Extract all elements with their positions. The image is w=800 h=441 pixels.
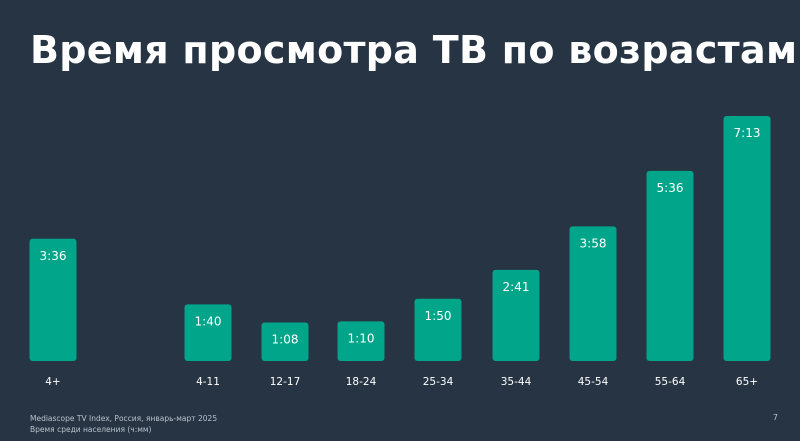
bar-chart: 3:36 4+ 1:40 4-11 1:08 12-17 1:10 18-24 1:50 25-3…: [29, 116, 771, 388]
bar-65+: [723, 116, 771, 361]
value-label: 1:10: [348, 331, 375, 345]
category-label: 45-54: [578, 376, 609, 388]
value-label: 5:36: [657, 181, 684, 195]
bar-55-64: [646, 170, 694, 361]
value-label: 2:41: [503, 280, 530, 294]
bar-4-11: [184, 304, 232, 361]
source-note: Mediascope TV Index, Россия, январь-март…: [30, 414, 218, 423]
value-label: 7:13: [734, 126, 761, 140]
bar-25-34: [414, 298, 462, 361]
category-label: 4-11: [196, 376, 220, 388]
page-title: Время просмотра ТВ по возрастам: [30, 28, 798, 72]
value-label: 3:58: [580, 236, 607, 250]
category-label: 65+: [736, 376, 758, 388]
category-label: 35-44: [501, 376, 532, 388]
bar-45-54: [569, 226, 617, 361]
bar-12-17: [261, 322, 309, 361]
category-label: 4+: [45, 376, 60, 388]
unit-note: Время среди населения (ч:мм): [30, 425, 152, 434]
bar-18-24: [337, 321, 385, 361]
category-label: 12-17: [270, 376, 301, 388]
bar-4+: [29, 238, 77, 361]
bar-35-44: [492, 269, 540, 361]
footer: Mediascope TV Index, Россия, январь-март…: [30, 413, 217, 435]
value-label: 1:50: [425, 309, 452, 323]
page-number: 7: [772, 413, 778, 422]
category-label: 25-34: [423, 376, 454, 388]
category-label: 55-64: [655, 376, 686, 388]
value-label: 1:08: [272, 333, 299, 347]
category-label: 18-24: [346, 376, 377, 388]
value-label: 3:36: [40, 249, 67, 263]
value-label: 1:40: [195, 314, 222, 328]
